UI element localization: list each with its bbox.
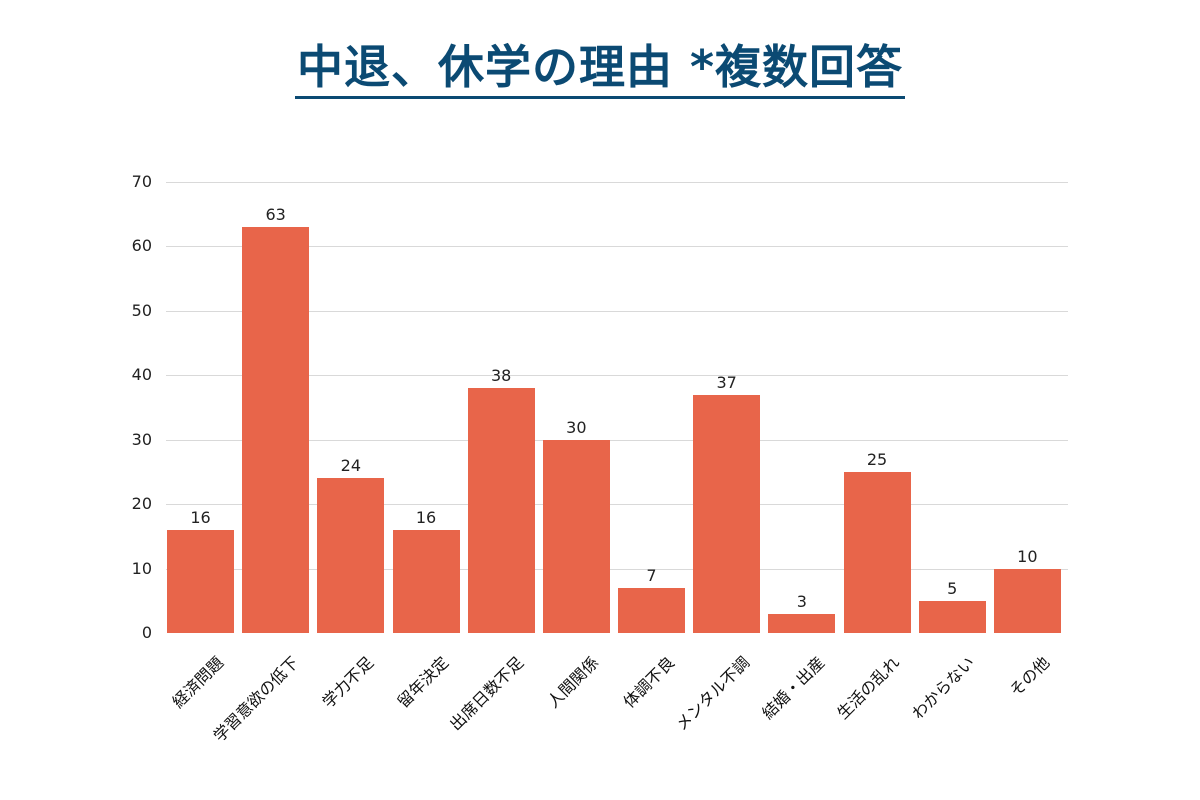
- data-label: 5: [947, 578, 958, 598]
- data-label: 16: [190, 507, 211, 527]
- gridline: [166, 182, 1068, 183]
- bar: [843, 471, 911, 633]
- gridline: [166, 439, 1068, 441]
- y-tick-label: 70: [131, 172, 152, 191]
- gridline: [166, 310, 1068, 312]
- gridline: [166, 375, 1068, 377]
- x-tick-label: 結婚・出産: [758, 652, 829, 723]
- bar: [242, 227, 310, 633]
- bar: [918, 600, 986, 633]
- y-tick-label: 60: [131, 236, 152, 256]
- chart-title-wrap: 中退、休学の理由 *複数回答: [0, 38, 1200, 99]
- bar: [317, 478, 385, 633]
- gridline: [166, 246, 1068, 248]
- gridline: [166, 504, 1068, 506]
- data-label: 3: [796, 591, 807, 611]
- x-tick-label: メンタル不調: [671, 652, 754, 735]
- bar: [542, 439, 610, 633]
- bar: [618, 587, 686, 633]
- data-label: 37: [716, 372, 737, 392]
- data-label: 24: [340, 456, 361, 476]
- y-tick-label: 40: [131, 365, 152, 385]
- y-tick-label: 10: [131, 558, 152, 578]
- data-label: 30: [566, 417, 587, 437]
- bar: [768, 613, 836, 633]
- data-label: 7: [646, 565, 657, 585]
- bar: [167, 529, 235, 633]
- bar: [993, 568, 1061, 633]
- bar: [467, 388, 535, 633]
- data-label: 63: [265, 205, 286, 225]
- data-label: 10: [1017, 546, 1038, 566]
- bar: [392, 529, 460, 633]
- x-tick-label: 留年決定: [393, 652, 453, 712]
- y-tick-label: 50: [131, 300, 152, 320]
- x-tick-label: 学力不足: [318, 652, 378, 712]
- chart-title: 中退、休学の理由 *複数回答: [294, 38, 906, 99]
- x-tick-label: わからない: [908, 652, 979, 723]
- x-tick-label: その他: [1006, 652, 1054, 701]
- x-tick-label: 人間関係: [543, 652, 603, 712]
- y-tick-label: 30: [131, 429, 152, 449]
- x-tick-label: 出席日数不足: [446, 652, 528, 735]
- data-label: 38: [490, 366, 512, 386]
- y-tick-label: 20: [131, 494, 152, 514]
- y-tick-label: 0: [141, 623, 152, 642]
- x-tick-label: 生活の乱れ: [833, 652, 904, 723]
- bar: [693, 394, 761, 633]
- plot-area: 0 10 20 30 40 50 60 70 16 63 24 16 38 30 7 37 3 25 5 10: [132, 172, 1068, 642]
- x-tick-label: 体調不良: [619, 652, 678, 712]
- gridline: [166, 568, 1068, 570]
- x-tick-label: 経済問題: [168, 652, 227, 712]
- data-label: 25: [866, 449, 888, 469]
- data-label: 16: [415, 507, 437, 527]
